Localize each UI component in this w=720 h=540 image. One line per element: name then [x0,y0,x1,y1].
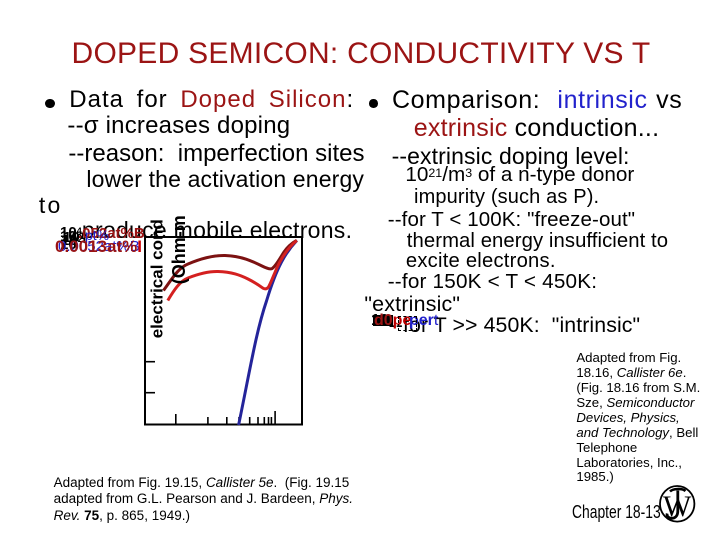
svg-text:(Ohm-m: (Ohm-m [169,215,189,284]
svg-text:electrical cond: electrical cond [148,219,167,338]
